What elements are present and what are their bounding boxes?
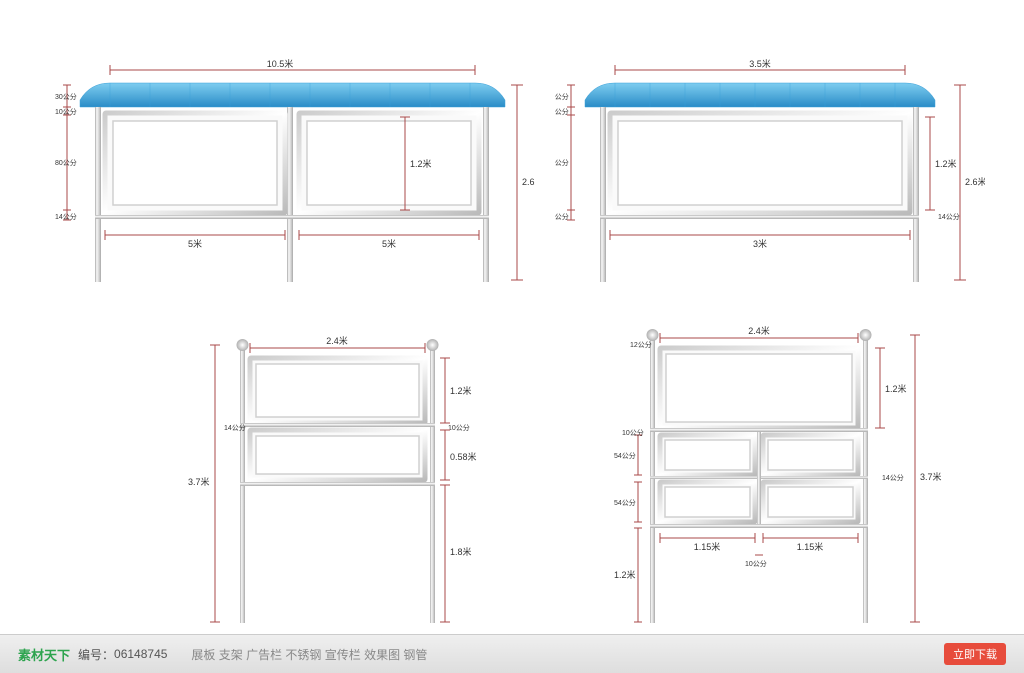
id-value: 06148745	[114, 647, 167, 661]
dim-width: 2.4米	[748, 325, 770, 336]
footer-bar: 素材天下 编号： 06148745 展板 支架 广告栏 不锈钢 宣传栏 效果图 …	[0, 634, 1024, 673]
dim-left-panel: 5米	[188, 238, 202, 249]
dim-cap-h: 30公分	[55, 92, 77, 101]
dim-gap2: 14公分	[555, 212, 569, 221]
site-logo: 素材天下	[18, 645, 70, 664]
dim-total-h: 2.6米	[522, 176, 535, 187]
dim-cell-gap: 10公分	[745, 559, 767, 568]
dim-top-width: 10.5米	[267, 58, 294, 69]
dim-panel-h: 1.2米	[935, 158, 957, 169]
dim-cell-h1: 54公分	[614, 451, 636, 460]
dim-clearance: 1.2米	[614, 569, 636, 580]
dim-row-h: 1.2米	[885, 383, 907, 394]
canopy	[80, 83, 505, 107]
dim-side: 14公分	[938, 212, 960, 221]
dim-cell-h2: 54公分	[614, 498, 636, 507]
dim-clearance: 1.8米	[450, 546, 472, 557]
dim-panel-h: 1.2米	[410, 158, 432, 169]
dim-bottom: 3米	[753, 238, 767, 249]
dim-right-panel: 5米	[382, 238, 396, 249]
dim-gapA: 10公分	[448, 423, 470, 432]
canopy	[585, 83, 935, 107]
dim-side: 14公分	[882, 473, 904, 482]
tags: 展板 支架 广告栏 不锈钢 宣传栏 效果图 钢管	[191, 646, 427, 663]
stand-d-diagram: 2.4米 12公分 1.2米 3.7米 54公分 54公分 10公分 1.15米…	[590, 320, 950, 630]
dim-gap1: 10公分	[55, 107, 77, 116]
dim-row1-h: 1.2米	[450, 385, 472, 396]
shelter-b-diagram: 3.5米 1.2米 2.6米 3米 30公分 10公分 80公分 14公分 14…	[555, 55, 985, 285]
dim-gap2: 14公分	[55, 212, 77, 221]
download-button[interactable]: 立即下载	[944, 643, 1006, 665]
dim-width: 2.4米	[326, 335, 348, 346]
dim-panel-side: 80公分	[55, 158, 77, 167]
dim-mid-gap: 10公分	[622, 428, 644, 437]
shelter-a-diagram: 10.5米 1.2米 2.6米 5米 5米 30公分 10公分 80公分 14公…	[55, 55, 535, 285]
stand-c-diagram: 2.4米 3.7米 1.2米 10公分 0.58米 1.8米 14公分	[180, 330, 500, 630]
dim-cap-h: 30公分	[555, 92, 569, 101]
dim-total-h: 3.7米	[188, 476, 210, 487]
pole-ball-left	[237, 339, 249, 351]
dim-top-width: 3.5米	[749, 58, 771, 69]
dim-side: 14公分	[224, 423, 246, 432]
pole-ball-left	[647, 329, 659, 341]
dim-total-h: 2.6米	[965, 176, 985, 187]
pole-ball-right	[860, 329, 872, 341]
dim-panel-side: 80公分	[555, 158, 569, 167]
pole-ball-right	[427, 339, 439, 351]
dim-total-h: 3.7米	[920, 471, 942, 482]
dim-gap1: 10公分	[555, 107, 569, 116]
dim-top-gap: 12公分	[630, 340, 652, 349]
id-label: 编号：	[78, 646, 114, 663]
dim-cell-w1: 1.15米	[694, 541, 721, 552]
dim-cell-w2: 1.15米	[797, 541, 824, 552]
dim-row2-h: 0.58米	[450, 451, 477, 462]
